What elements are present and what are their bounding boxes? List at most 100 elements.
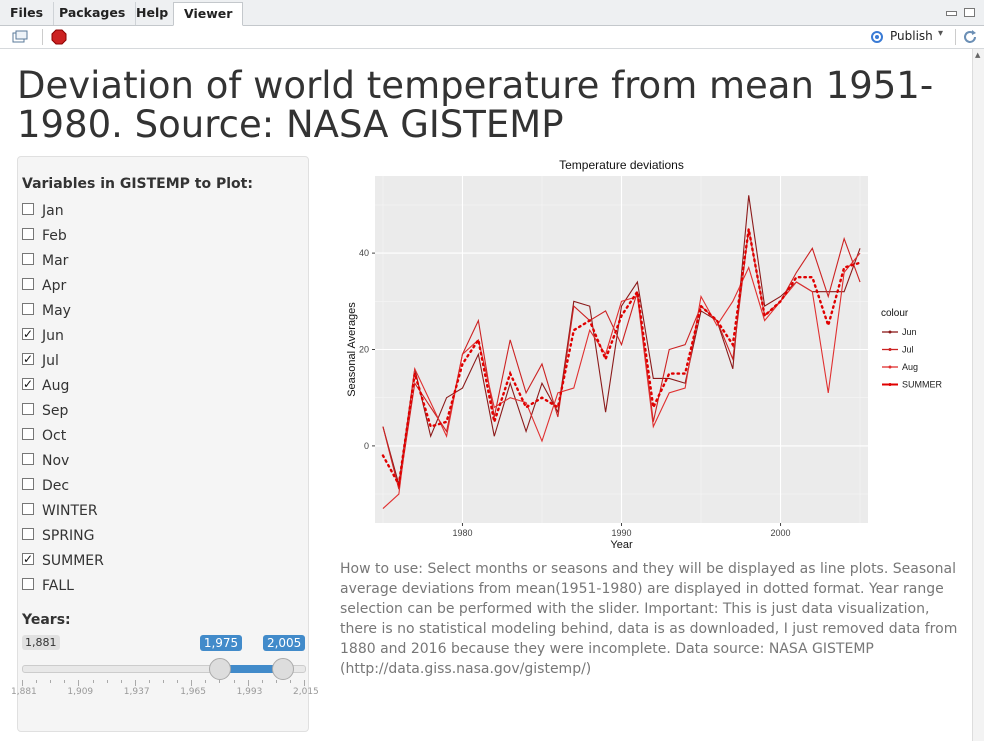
checkbox-label: SUMMER — [42, 553, 104, 569]
maximize-icon[interactable] — [964, 8, 975, 17]
checkbox-box[interactable] — [22, 478, 34, 490]
slider-tick — [289, 680, 291, 683]
slider-tick — [36, 680, 38, 683]
slider-tick-label: 1,993 — [236, 687, 263, 697]
slider-track[interactable] — [22, 665, 306, 673]
toolbar-divider — [42, 29, 43, 45]
legend-key-point — [888, 383, 892, 386]
temperature-chart: 1980 1990 2000 0 20 40 Temperature deviations Y… — [340, 156, 950, 556]
years-slider[interactable]: 1,881 1,975 2,005 1,881 1,909 1,937 1,965 1,… — [11, 635, 319, 697]
checkbox-label: Dec — [42, 478, 70, 494]
tab-help[interactable]: Help — [126, 2, 180, 25]
slider-tick — [64, 680, 66, 683]
checkbox-box[interactable] — [22, 403, 34, 415]
slider-tick-label: 1,909 — [67, 687, 94, 697]
scroll-up-icon[interactable]: ▲ — [975, 51, 981, 59]
slider-tick — [191, 680, 193, 686]
vertical-scrollbar[interactable]: ▲ — [972, 49, 984, 741]
slider-tick — [177, 680, 179, 683]
refresh-icon[interactable] — [962, 29, 978, 45]
publish-icon[interactable] — [868, 30, 886, 44]
page-title: Deviation of world temperature from mean… — [17, 64, 934, 146]
y-axis-label: Seasonal Averages — [346, 302, 358, 397]
slider-tick-label: 1,937 — [123, 687, 150, 697]
checkbox-label: Oct — [42, 428, 67, 444]
series-summer-line — [381, 228, 862, 489]
slider-tick — [304, 680, 305, 686]
legend-key-point — [888, 365, 892, 369]
chart-title: Temperature deviations — [559, 158, 684, 172]
checkbox-label: SPRING — [42, 528, 95, 544]
checkbox-box[interactable] — [22, 428, 34, 440]
slider-tick — [261, 680, 263, 683]
checkbox-label: Jun — [42, 328, 64, 344]
legend-key-point — [888, 348, 892, 351]
checkbox-box[interactable] — [22, 303, 34, 315]
x-axis-label: Year — [610, 539, 633, 551]
stop-icon[interactable] — [51, 29, 67, 45]
x-tick-label: 2000 — [771, 528, 791, 538]
slider-tick-label: 1,881 — [11, 687, 37, 697]
slider-tick — [106, 680, 108, 683]
checkbox-box[interactable]: ✓ — [22, 352, 34, 366]
checkbox-label: Mar — [42, 253, 69, 269]
slider-tick — [50, 680, 52, 683]
checkbox-box[interactable] — [22, 503, 34, 515]
y-tick-label: 20 — [359, 345, 369, 355]
slider-tick — [22, 680, 23, 686]
checkbox-box[interactable]: ✓ — [22, 552, 34, 566]
checkbox-box[interactable] — [22, 453, 34, 465]
slider-tick — [78, 680, 80, 686]
slider-min-label: 1,881 — [22, 635, 60, 650]
legend-label: Jul — [902, 345, 914, 355]
tab-viewer[interactable]: Viewer — [173, 2, 244, 26]
series-jun-line — [382, 195, 861, 485]
legend-label: Jun — [902, 327, 917, 337]
checkbox-box[interactable] — [22, 528, 34, 540]
checkbox-box[interactable]: ✓ — [22, 327, 34, 341]
slider-tick — [120, 680, 122, 683]
checkbox-box[interactable] — [22, 278, 34, 290]
checkbox-box[interactable] — [22, 253, 34, 265]
legend-key-point — [888, 330, 892, 334]
checkbox-label: Sep — [42, 403, 69, 419]
y-tick-label: 40 — [359, 248, 369, 258]
usage-description: How to use: Select months or seasons and… — [340, 561, 958, 677]
x-tick-label: 1990 — [611, 528, 631, 538]
publish-dropdown-icon[interactable]: ▾ — [938, 28, 944, 39]
years-label: Years: — [22, 612, 71, 628]
tab-packages[interactable]: Packages — [49, 2, 137, 25]
checkbox-label: Feb — [42, 228, 67, 244]
minimize-icon[interactable] — [946, 11, 957, 16]
slider-tick — [233, 680, 235, 683]
slider-tick — [275, 680, 277, 683]
checkbox-label: WINTER — [42, 503, 98, 519]
show-in-window-icon[interactable] — [12, 30, 28, 44]
pane-tabbar: Files Packages Help Viewer — [0, 0, 984, 26]
slider-from-handle[interactable] — [208, 658, 231, 680]
slider-to-handle[interactable] — [271, 658, 294, 680]
tab-files[interactable]: Files — [0, 2, 55, 25]
checkbox-box[interactable] — [22, 578, 34, 590]
checkbox-label: Jul — [42, 353, 59, 369]
slider-tick — [163, 680, 164, 683]
checkbox-box[interactable] — [22, 228, 34, 240]
slider-selected-range — [219, 665, 283, 673]
slider-to-label: 2,005 — [262, 635, 306, 651]
checkbox-label: May — [42, 303, 71, 319]
y-tick-label: 0 — [364, 441, 369, 451]
checkbox-label: Jan — [42, 203, 64, 219]
x-tick-label: 1980 — [452, 528, 472, 538]
slider-from-label: 1,975 — [199, 635, 243, 651]
legend-label: SUMMER — [902, 380, 942, 390]
checkbox-label: Apr — [42, 278, 67, 294]
variables-label: Variables in GISTEMP to Plot: — [22, 176, 253, 192]
slider-tick-label: 2,015 — [293, 687, 319, 697]
slider-tick — [92, 680, 94, 683]
checkbox-box[interactable]: ✓ — [22, 377, 34, 391]
publish-button[interactable]: Publish — [890, 29, 933, 43]
slider-tick — [219, 680, 221, 683]
slider-tick — [148, 680, 150, 683]
checkbox-label: Nov — [42, 453, 70, 469]
checkbox-box[interactable] — [22, 203, 34, 215]
